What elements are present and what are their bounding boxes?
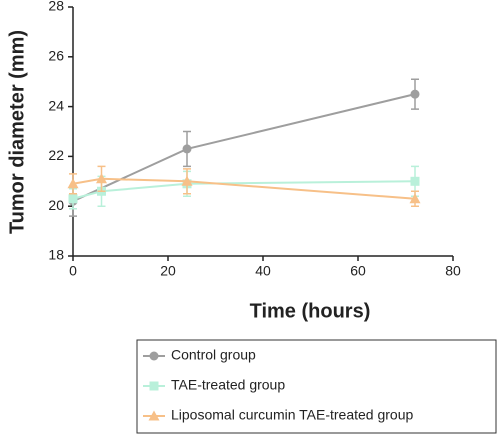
y-tick-label: 26 <box>48 48 64 64</box>
y-tick-label: 20 <box>48 197 64 213</box>
legend-label: TAE-treated group <box>171 377 285 393</box>
x-tick-label: 20 <box>160 263 176 279</box>
series-line <box>72 177 416 200</box>
x-tick-label: 80 <box>445 263 461 279</box>
y-tick-label: 22 <box>48 147 64 163</box>
marker <box>181 175 193 186</box>
legend-marker <box>149 381 159 391</box>
y-tick-label: 18 <box>48 247 64 263</box>
legend-marker <box>148 410 160 421</box>
y-axis-label: Tumor diameter (mm) <box>6 30 28 234</box>
series-line <box>72 180 416 200</box>
legend-label: Control group <box>171 347 256 363</box>
marker <box>96 173 107 184</box>
y-tick-label: 24 <box>48 97 64 113</box>
legend-label: Liposomal curcumin TAE-treated group <box>171 407 413 423</box>
marker <box>68 194 78 204</box>
y-tick-label: 28 <box>48 0 64 14</box>
x-tick-label: 60 <box>350 263 366 279</box>
x-tick-label: 40 <box>255 263 271 279</box>
marker <box>410 89 420 99</box>
legend-marker <box>149 351 159 361</box>
x-axis-label: Time (hours) <box>250 300 371 322</box>
marker <box>67 178 79 189</box>
legend-box <box>136 339 497 434</box>
marker <box>409 193 421 204</box>
x-tick-label: 0 <box>69 263 77 279</box>
marker <box>182 144 192 154</box>
marker <box>410 176 420 186</box>
